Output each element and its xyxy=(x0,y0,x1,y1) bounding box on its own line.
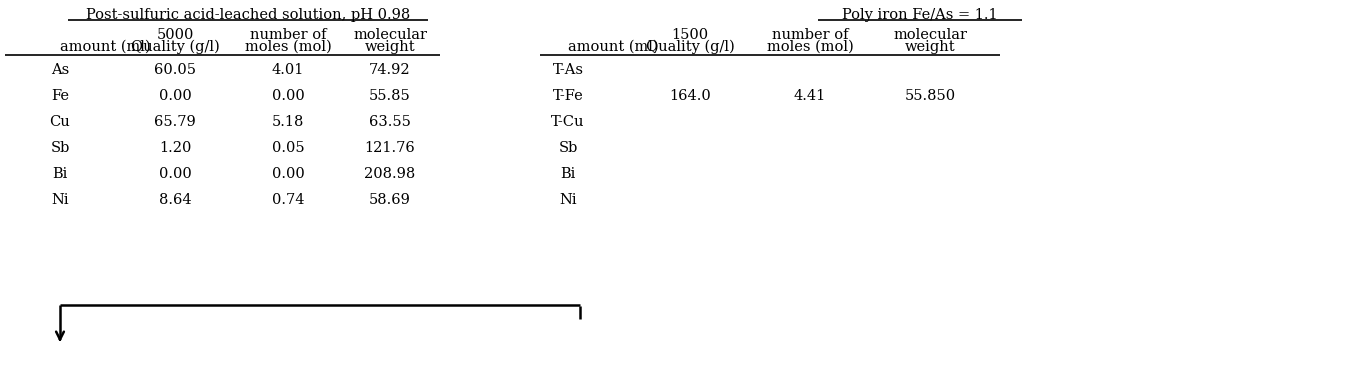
Text: Fe: Fe xyxy=(52,89,69,103)
Text: 55.850: 55.850 xyxy=(904,89,956,103)
Text: 74.92: 74.92 xyxy=(369,63,411,77)
Text: T-Fe: T-Fe xyxy=(553,89,584,103)
Text: 60.05: 60.05 xyxy=(153,63,196,77)
Text: 55.85: 55.85 xyxy=(369,89,411,103)
Text: 1500: 1500 xyxy=(671,28,709,42)
Text: weight: weight xyxy=(904,40,955,54)
Text: molecular: molecular xyxy=(353,28,426,42)
Text: 0.05: 0.05 xyxy=(272,141,304,155)
Text: Sb: Sb xyxy=(558,141,577,155)
Text: 0.00: 0.00 xyxy=(159,89,191,103)
Text: Cu: Cu xyxy=(50,115,71,129)
Text: number of: number of xyxy=(250,28,326,42)
Text: moles (mol): moles (mol) xyxy=(244,40,331,54)
Text: Ni: Ni xyxy=(559,193,577,207)
Text: weight: weight xyxy=(365,40,416,54)
Text: T-Cu: T-Cu xyxy=(551,115,585,129)
Text: Sb: Sb xyxy=(50,141,69,155)
Text: 0.74: 0.74 xyxy=(272,193,304,207)
Text: Post-sulfuric acid-leached solution, pH 0.98: Post-sulfuric acid-leached solution, pH … xyxy=(86,8,410,22)
Text: Ni: Ni xyxy=(52,193,69,207)
Text: T-As: T-As xyxy=(553,63,584,77)
Text: amount (ml): amount (ml) xyxy=(568,40,659,54)
Text: Quality (g/l): Quality (g/l) xyxy=(645,40,735,54)
Text: moles (mol): moles (mol) xyxy=(767,40,853,54)
Text: 65.79: 65.79 xyxy=(153,115,196,129)
Text: 0.00: 0.00 xyxy=(272,89,304,103)
Text: 4.41: 4.41 xyxy=(794,89,826,103)
Text: number of: number of xyxy=(771,28,849,42)
Text: 0.00: 0.00 xyxy=(272,167,304,181)
Text: molecular: molecular xyxy=(894,28,967,42)
Text: 164.0: 164.0 xyxy=(669,89,710,103)
Text: Bi: Bi xyxy=(53,167,68,181)
Text: 63.55: 63.55 xyxy=(369,115,411,129)
Text: 5000: 5000 xyxy=(156,28,194,42)
Text: 4.01: 4.01 xyxy=(272,63,304,77)
Text: 121.76: 121.76 xyxy=(365,141,416,155)
Text: As: As xyxy=(50,63,69,77)
Text: 58.69: 58.69 xyxy=(369,193,411,207)
Text: 1.20: 1.20 xyxy=(159,141,191,155)
Text: 5.18: 5.18 xyxy=(272,115,304,129)
Text: amount (ml): amount (ml) xyxy=(60,40,151,54)
Text: Poly iron Fe/As = 1.1: Poly iron Fe/As = 1.1 xyxy=(842,8,998,22)
Text: 8.64: 8.64 xyxy=(159,193,191,207)
Text: 0.00: 0.00 xyxy=(159,167,191,181)
Text: 208.98: 208.98 xyxy=(364,167,416,181)
Text: Quality (g/l): Quality (g/l) xyxy=(130,40,220,54)
Text: Bi: Bi xyxy=(561,167,576,181)
